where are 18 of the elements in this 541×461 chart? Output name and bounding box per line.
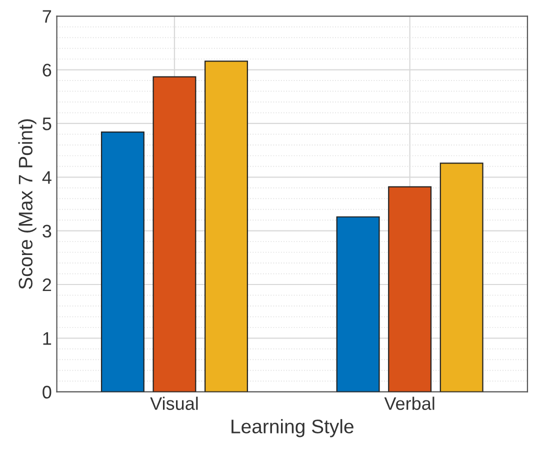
bar (388, 186, 432, 392)
bar (204, 60, 248, 392)
y-tick-label: 3 (42, 224, 52, 238)
y-tick-label: 2 (42, 278, 52, 292)
y-tick-label: 5 (42, 118, 52, 130)
bar (152, 76, 196, 392)
y-tick-label: 7 (42, 10, 52, 23)
bar (440, 162, 484, 392)
bar (336, 216, 380, 392)
y-axis-title: Score (Max 7 Point) (18, 119, 36, 290)
y-tick-label: 4 (42, 171, 52, 184)
y-tick-label: 6 (42, 64, 52, 77)
bar (100, 132, 144, 392)
x-tick-label: Verbal (384, 396, 434, 410)
x-tick-label: Visual (150, 396, 198, 410)
y-tick-label: 0 (42, 386, 52, 399)
x-axis-title: Learning Style (232, 419, 354, 438)
y-tick-label: 1 (43, 332, 52, 345)
